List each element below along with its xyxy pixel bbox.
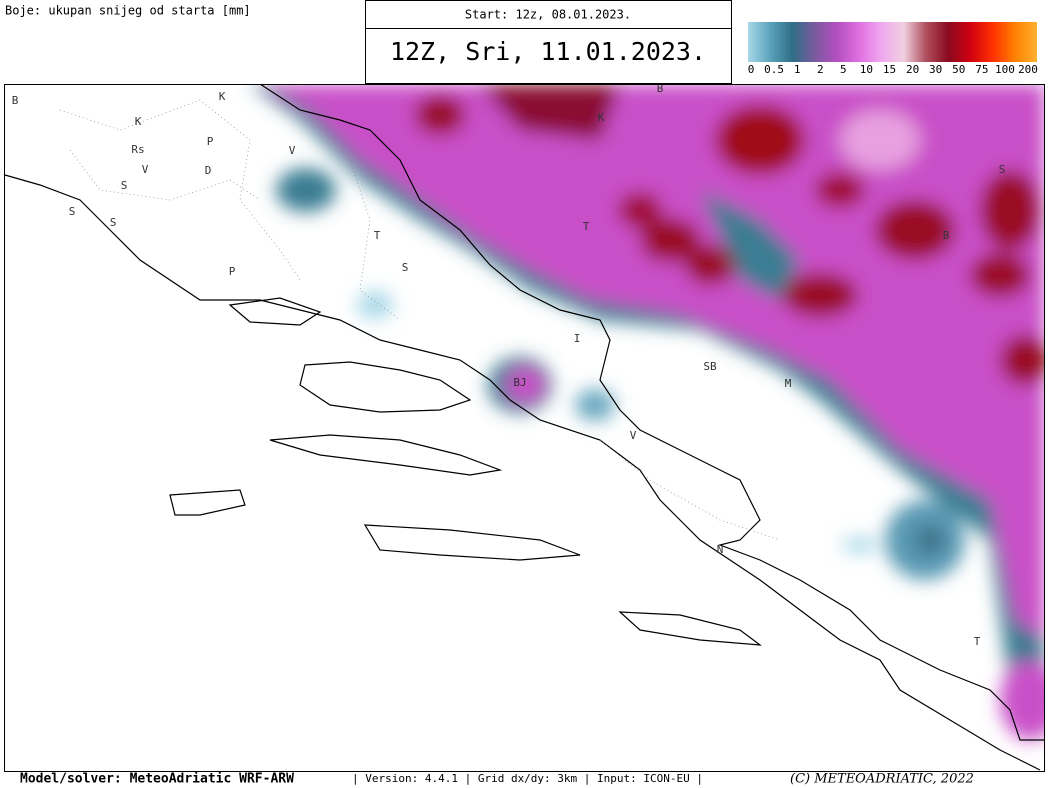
place-label: S (999, 163, 1006, 176)
place-label: B (943, 229, 950, 242)
place-label: K (219, 90, 226, 103)
place-label: K (135, 115, 142, 128)
place-label: T (583, 220, 590, 233)
title-box (365, 0, 732, 84)
place-label: P (229, 265, 236, 278)
colorbar-tick-label: 200 (1018, 63, 1038, 76)
place-label: Rs (131, 143, 144, 156)
place-label: B (657, 82, 664, 95)
place-label: S (121, 179, 128, 192)
footer-copyright: (C) METEOADRIATIC, 2022 (790, 772, 974, 787)
place-label: D (205, 164, 212, 177)
legend-caption: Boje: ukupan snijeg od starta [mm] (5, 4, 251, 18)
colorbar-tick-label: 5 (840, 63, 847, 76)
place-label: K (598, 111, 605, 124)
colorbar-tick-label: 10 (860, 63, 873, 76)
colorbar-tick-label: 30 (929, 63, 942, 76)
colorbar-tick-label: 50 (952, 63, 965, 76)
colorbar-tick-label: 100 (995, 63, 1015, 76)
place-label: S (110, 216, 117, 229)
place-label: V (630, 429, 637, 442)
colorbar-tick-label: 1 (794, 63, 801, 76)
place-label: B (12, 94, 19, 107)
place-label: V (142, 163, 149, 176)
start-time: Start: 12z, 08.01.2023. (465, 8, 631, 22)
colorbar-tick-label: 0.5 (764, 63, 784, 76)
place-label: M (785, 377, 792, 390)
place-label: T (974, 635, 981, 648)
valid-time: 12Z, Sri, 11.01.2023. (390, 37, 706, 66)
place-label: P (207, 135, 214, 148)
footer-model: Model/solver: MeteoAdriatic WRF-ARW (20, 772, 294, 787)
place-label: S (69, 205, 76, 218)
colorbar-tick-label: 2 (817, 63, 824, 76)
place-label: SB (703, 360, 717, 373)
place-label: N (717, 543, 724, 556)
colorbar (748, 22, 1037, 62)
place-label: T (374, 229, 381, 242)
colorbar-tick-label: 75 (975, 63, 988, 76)
colorbar-tick-label: 15 (883, 63, 896, 76)
colorbar-tick-label: 0 (748, 63, 755, 76)
colorbar-tick-label: 20 (906, 63, 919, 76)
place-label: S (402, 261, 409, 274)
place-label: BJ (513, 376, 526, 389)
map-frame (4, 84, 1045, 772)
footer-info: | Version: 4.4.1 | Grid dx/dy: 3km | Inp… (352, 772, 703, 785)
place-label: V (289, 144, 296, 157)
place-label: I (574, 332, 581, 345)
